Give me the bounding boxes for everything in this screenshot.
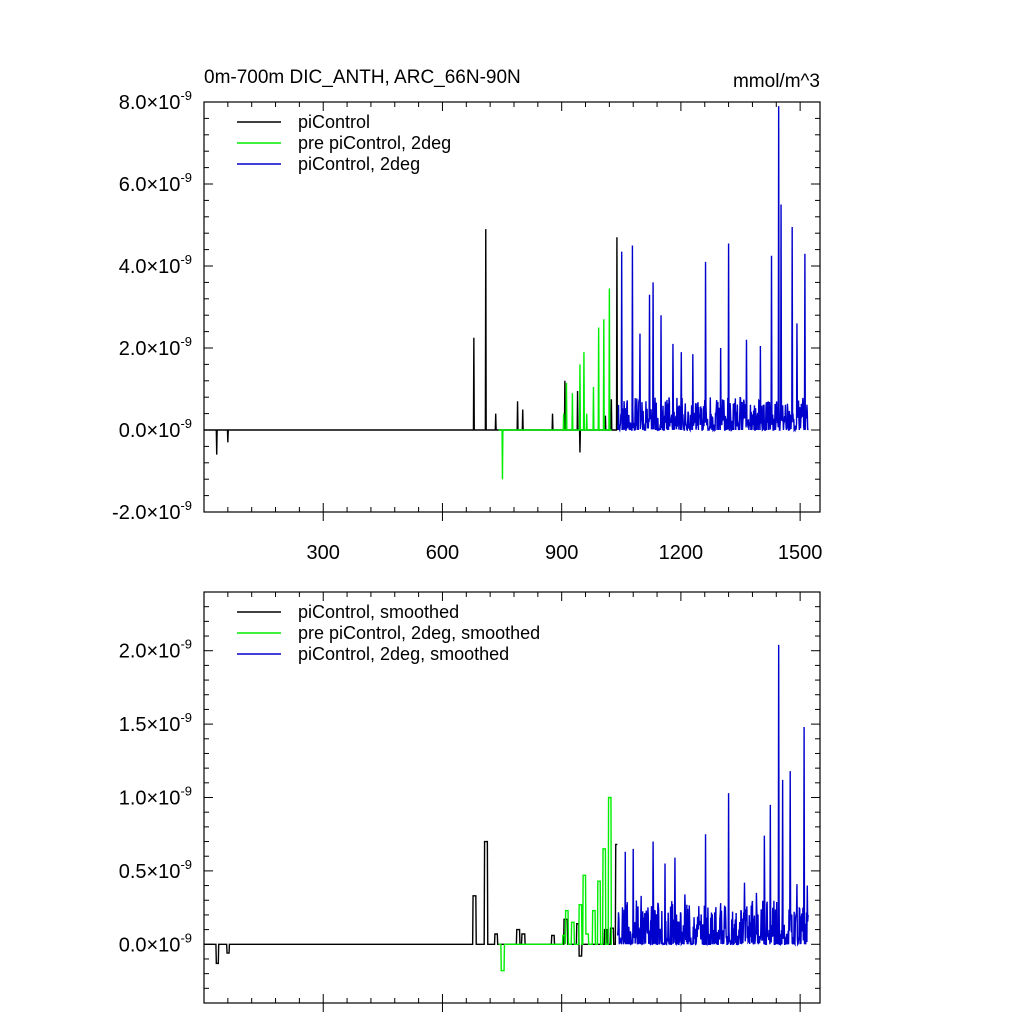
bottom-panel-smoothed-series: 0.0×10-9 0.5×10-9 1.0×10-9 1.5×10-9 2.0×10-9…: [119, 591, 821, 1012]
y-tick-label: 1.5×10-9: [119, 710, 192, 736]
series-line-picontrol-2deg-smoothed: [617, 644, 809, 947]
series-line-picontrol-2deg: [617, 106, 809, 433]
legend-entry: piControl: [298, 112, 370, 132]
x-tick-label: 900: [545, 542, 578, 564]
x-tick-label: 1200: [659, 542, 704, 564]
y-tick-label: 0.0×10-9: [119, 416, 192, 442]
x-tick-label: 1500: [778, 542, 823, 564]
series-line-picontrol-smoothed: [204, 840, 618, 965]
figure-title: 0m-700m DIC_ANTH, ARC_66N-90N: [204, 67, 521, 88]
top-panel-raw-series: 300 600 900 1200 1500 -2.0×10-9 0.0×10-9 2.0×10…: [112, 88, 822, 564]
legend-entry: pre piControl, 2deg, smoothed: [298, 623, 540, 643]
plot-frame: [203, 101, 821, 513]
series-line-picontrol: [204, 229, 619, 455]
series-line-pre-picontrol-2deg-smoothed: [498, 796, 613, 972]
legend-entry: pre piControl, 2deg: [298, 133, 451, 153]
y-tick-label: 0.0×10-9: [119, 930, 192, 956]
series-line-pre-picontrol-2deg: [498, 288, 612, 480]
y-tick-label: 6.0×10-9: [119, 170, 192, 196]
y-tick-label: 2.0×10-9: [119, 334, 192, 360]
y-tick-label: 1.0×10-9: [119, 784, 192, 810]
legend-entry: piControl, 2deg: [298, 154, 420, 174]
y-tick-label: 0.5×10-9: [119, 857, 192, 883]
legend-entry: piControl, 2deg, smoothed: [298, 644, 509, 664]
x-tick-label: 300: [307, 542, 340, 564]
y-tick-label: 8.0×10-9: [119, 88, 192, 114]
x-tick-label: 600: [426, 542, 459, 564]
y-tick-label: -2.0×10-9: [112, 498, 192, 524]
legend-entry: piControl, smoothed: [298, 602, 459, 622]
units-label: mmol/m^3: [733, 71, 820, 92]
y-tick-label: 2.0×10-9: [119, 637, 192, 663]
y-tick-label: 4.0×10-9: [119, 252, 192, 278]
